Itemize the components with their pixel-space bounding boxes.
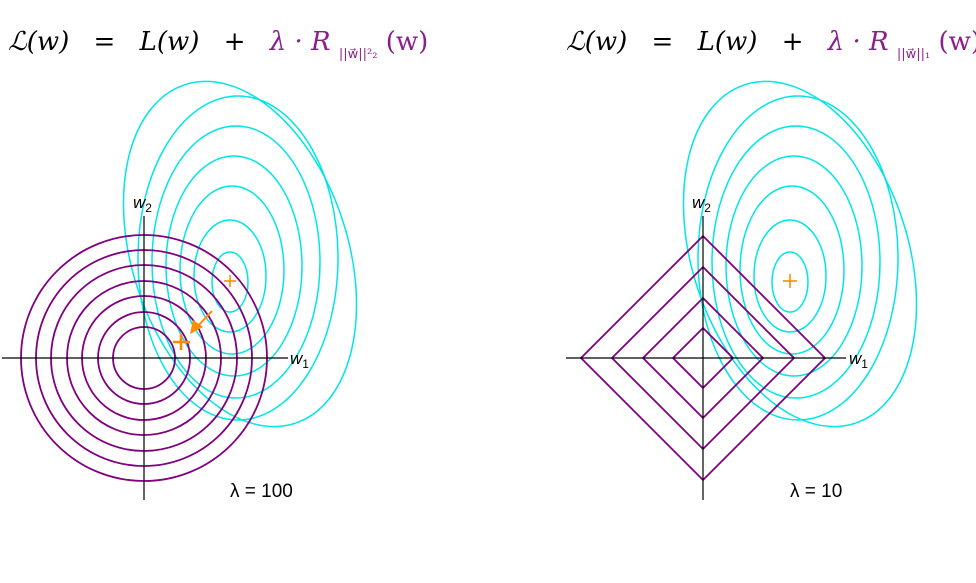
- loss-contour-2: [753, 219, 827, 333]
- loss-contour-3: [739, 185, 845, 355]
- left-axis-w1-label: w1: [290, 349, 309, 371]
- right-panel: ℒ(w) = L(w) + λ · R ||w⃗||₁ (w): [566, 27, 976, 502]
- right-formula-reg-prefix: λ · R: [827, 27, 889, 57]
- left-formula-loss: L(w): [139, 27, 200, 57]
- right-formula-plus: +: [782, 27, 804, 57]
- right-formula-reg-arg: (w): [939, 27, 976, 57]
- loss-contour-1: [211, 251, 249, 313]
- left-formula-loss-full: ℒ(w): [8, 27, 69, 57]
- loss-contour-5: [711, 125, 881, 399]
- right-formula-loss: L(w): [697, 27, 758, 57]
- loss-contour-7: [682, 80, 918, 428]
- right-formula-equals: =: [652, 27, 674, 57]
- loss-contour-2: [193, 219, 267, 333]
- left-formula-reg-prefix: λ · R: [269, 27, 331, 57]
- left-axis-w2-label: w2: [133, 193, 152, 215]
- loss-contour-1: [771, 251, 809, 313]
- left-panel: ℒ(w) = L(w) + λ · R ||w⃗||²₂ (w): [2, 27, 428, 502]
- left-loss-contours: [122, 80, 358, 428]
- right-loss-contours: [682, 80, 918, 428]
- left-lambda-label: λ = 100: [230, 481, 293, 502]
- right-axis-w1-label: w1: [849, 349, 868, 371]
- left-formula-plus: +: [224, 27, 246, 57]
- loss-contour-7: [122, 80, 358, 428]
- loss-contour-6: [137, 95, 339, 421]
- right-formula: ℒ(w) = L(w) + λ · R ||w⃗||₁ (w): [566, 27, 976, 65]
- loss-contour-6: [697, 95, 899, 421]
- left-formula-reg-sub: ||w⃗||²₂: [339, 47, 378, 62]
- loss-contour-3: [179, 185, 285, 355]
- loss-contour-4: [165, 155, 303, 377]
- right-lambda-label: λ = 10: [790, 481, 842, 502]
- left-solution-marker: [173, 334, 190, 350]
- right-loss-minimum-marker: [783, 274, 797, 288]
- loss-contour-5: [151, 125, 321, 399]
- right-formula-loss-full: ℒ(w): [566, 27, 627, 57]
- right-formula-reg-sub: ||w⃗||₁: [897, 47, 930, 62]
- loss-contour-4: [725, 155, 863, 377]
- left-formula-reg-arg: (w): [386, 27, 429, 57]
- left-formula-equals: =: [94, 27, 116, 57]
- right-axis-w2-label: w2: [692, 193, 711, 215]
- left-loss-minimum-marker: [224, 275, 236, 287]
- left-shrink-arrow: [190, 310, 213, 334]
- left-formula: ℒ(w) = L(w) + λ · R ||w⃗||²₂ (w): [8, 27, 428, 65]
